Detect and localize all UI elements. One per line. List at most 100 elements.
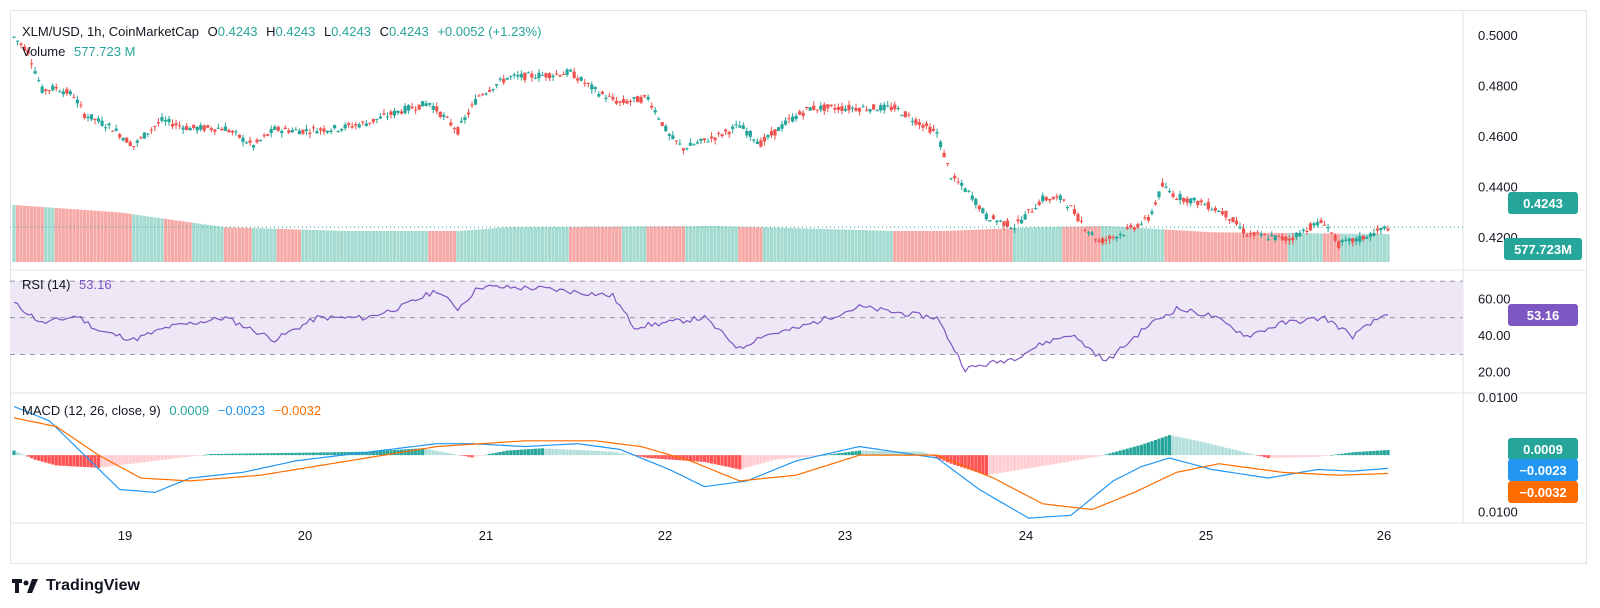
candle-body: [276, 126, 280, 131]
volume-bar: [333, 230, 337, 262]
macd-histogram-bar: [995, 455, 999, 474]
volume-legend: Volume 577.723 M: [22, 44, 140, 59]
candle-body: [262, 135, 266, 137]
macd-line: [13, 405, 1389, 519]
volume-bar: [209, 225, 213, 262]
candle-body: [667, 134, 671, 136]
candle-body: [1368, 233, 1372, 237]
macd-histogram-bar: [484, 454, 488, 456]
volume-bar: [1210, 232, 1214, 262]
volume-bar: [322, 230, 326, 262]
candle-body: [731, 126, 735, 130]
candle-body: [1111, 236, 1115, 238]
macd-histogram-bar: [801, 455, 805, 458]
candle-body: [917, 122, 922, 126]
volume-bar: [118, 212, 122, 262]
candle-body: [488, 89, 492, 92]
volume-bar: [75, 209, 80, 262]
volume-bar: [731, 226, 735, 262]
candle-body: [442, 114, 446, 117]
candle-body: [44, 89, 48, 91]
candle-body: [674, 140, 678, 142]
volume-bar: [167, 219, 171, 262]
volume-bar: [216, 226, 220, 262]
macd-histogram-bar: [970, 455, 974, 471]
macd-histogram-bar: [146, 455, 150, 462]
volume-bar: [773, 227, 777, 262]
volume-bar: [759, 227, 763, 262]
candle-body: [780, 124, 784, 129]
volume-bar: [428, 231, 432, 262]
macd-histogram-bar: [329, 452, 333, 456]
macd-histogram-bar: [1023, 455, 1027, 469]
candle-body: [1009, 227, 1013, 229]
candle-body: [724, 129, 728, 132]
candle-body: [1301, 229, 1306, 231]
volume-bar: [378, 231, 382, 262]
macd-histogram-bar: [1136, 445, 1140, 456]
volume-bar: [382, 231, 386, 262]
macd-histogram-bar: [1231, 449, 1235, 456]
volume-bar: [304, 229, 309, 262]
macd-histogram-bar: [470, 455, 474, 458]
volume-bar: [646, 226, 650, 262]
macd-histogram-bar: [202, 454, 206, 456]
macd-histogram-bar: [368, 451, 372, 456]
volume-bar: [745, 226, 749, 262]
volume-bar: [234, 227, 238, 262]
macd-histogram-bar: [276, 453, 280, 456]
macd-histogram-bar: [791, 455, 795, 459]
volume-bar: [1178, 230, 1182, 262]
volume-bar: [259, 228, 263, 262]
macd-histogram-bar: [709, 455, 714, 464]
volume-bar: [702, 226, 707, 262]
macd-histogram-bar: [488, 453, 492, 456]
candle-body: [702, 138, 707, 141]
candle-body: [671, 135, 675, 140]
macd-histogram-bar: [1171, 435, 1175, 456]
candle-body: [692, 144, 696, 146]
volume-bar: [273, 228, 277, 262]
candle-body: [974, 198, 978, 206]
candle-body: [685, 148, 689, 150]
macd-hist-value: −0.0032: [273, 403, 322, 418]
candle-body: [1249, 233, 1253, 235]
volume-bar: [385, 231, 390, 262]
macd-histogram-bar: [40, 455, 44, 462]
macd-histogram-bar: [1347, 452, 1351, 456]
candle-body: [537, 72, 541, 79]
volume-bar: [449, 231, 453, 262]
macd-histogram-bar: [780, 455, 784, 460]
candle-body: [1241, 228, 1246, 234]
candle-body: [875, 110, 879, 112]
volume-bar: [466, 230, 471, 262]
candle-body: [745, 130, 749, 136]
candle-body: [808, 107, 812, 111]
macd-histogram-bar: [1076, 455, 1080, 461]
macd-histogram-bar: [1196, 440, 1200, 456]
candle-body: [509, 76, 513, 78]
macd-histogram-bar: [1379, 450, 1383, 456]
macd-histogram-bar: [1326, 455, 1330, 456]
volume-bar: [262, 228, 266, 262]
volume-bar: [833, 229, 837, 262]
candle-body: [385, 116, 390, 118]
macd-histogram-bar: [509, 450, 513, 456]
ohlc-open: O0.4243: [207, 24, 258, 39]
volume-bar: [699, 226, 703, 262]
candle-body: [1041, 195, 1045, 202]
volume-bar: [621, 226, 626, 262]
tradingview-brand[interactable]: TradingView: [12, 577, 140, 595]
candle-body: [699, 138, 703, 141]
candle-body: [1069, 205, 1073, 207]
candle-body: [1129, 224, 1133, 228]
volume-bar: [882, 230, 886, 262]
candle-body: [259, 139, 263, 141]
volume-bar: [199, 223, 203, 262]
volume-bar: [565, 226, 569, 262]
candle-body: [477, 95, 481, 97]
volume-bar: [1351, 233, 1355, 262]
macd-histogram-bar: [1217, 445, 1221, 456]
volume-bar: [847, 229, 851, 262]
